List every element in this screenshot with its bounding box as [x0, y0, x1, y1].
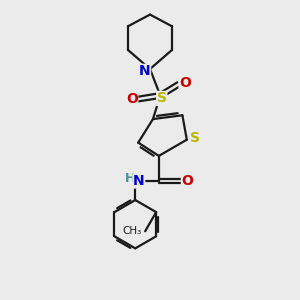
- Text: N: N: [139, 64, 151, 78]
- Text: S: S: [157, 92, 167, 106]
- Text: H: H: [125, 172, 135, 185]
- Text: O: O: [126, 92, 138, 106]
- Text: CH₃: CH₃: [122, 226, 142, 236]
- Text: N: N: [133, 174, 145, 188]
- Text: O: O: [179, 76, 191, 90]
- Text: S: S: [190, 131, 200, 145]
- Text: O: O: [182, 174, 193, 188]
